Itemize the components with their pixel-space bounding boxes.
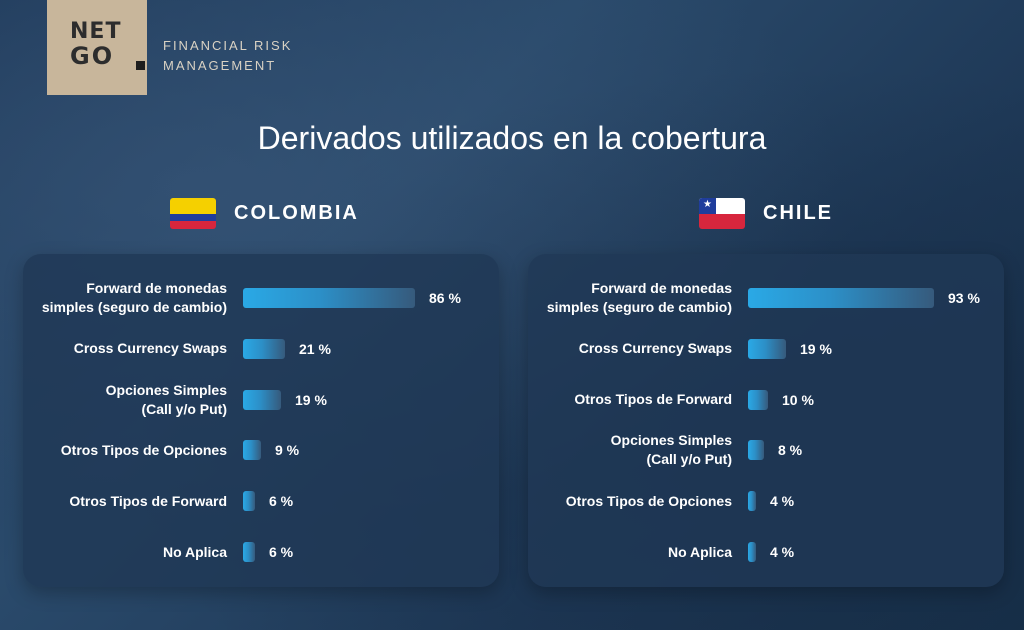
- bar-row: Forward de monedas simples (seguro de cam…: [528, 278, 1004, 318]
- data-label: 8 %: [778, 442, 803, 459]
- logo-line-go: GO: [70, 42, 115, 70]
- data-label: 19 %: [295, 391, 327, 408]
- category-label: Forward de monedas simples (seguro de cam…: [546, 280, 732, 315]
- bar-row: Cross Currency Swaps 19 %: [528, 329, 1004, 369]
- data-label: 9 %: [275, 442, 300, 459]
- bar: [748, 338, 786, 359]
- bar-row: No Aplica 4 %: [528, 532, 1004, 572]
- bar-row: Otros Tipos de Opciones 9 %: [23, 430, 499, 470]
- bar: [748, 440, 764, 461]
- bar-row: Forward de monedas simples (seguro de cam…: [23, 278, 499, 318]
- category-label: Cross Currency Swaps: [73, 340, 227, 357]
- category-label: Cross Currency Swaps: [578, 340, 732, 357]
- tagline-line2: MANAGEMENT: [163, 58, 277, 73]
- data-label: 10 %: [782, 391, 814, 408]
- country-name-colombia: COLOMBIA: [234, 202, 359, 224]
- bar-row: Otros Tipos de Forward 10 %: [528, 380, 1004, 420]
- data-label: 6 %: [269, 493, 294, 510]
- bar-row: Otros Tipos de Forward 6 %: [23, 481, 499, 521]
- tagline-line1: FINANCIAL RISK: [163, 38, 293, 53]
- netgo-logo: [47, 0, 147, 95]
- category-label: Otros Tipos de Opciones: [60, 441, 227, 458]
- country-header-chile: ★ CHILE: [699, 198, 833, 229]
- bar-row: No Aplica 6 %: [23, 532, 499, 572]
- data-label: 86 %: [429, 290, 461, 306]
- bar: [243, 288, 415, 308]
- bar: [748, 491, 756, 512]
- category-label: Opciones Simples (Call y/o Put): [610, 432, 732, 468]
- category-label: Otros Tipos de Forward: [574, 391, 732, 408]
- country-header-colombia: COLOMBIA: [170, 198, 359, 229]
- data-label: 19 %: [800, 340, 832, 357]
- data-label: 21 %: [299, 340, 331, 357]
- bar-row: Otros Tipos de Opciones 4 %: [528, 481, 1004, 521]
- country-name-chile: CHILE: [763, 202, 833, 224]
- company-tagline: FINANCIAL RISK MANAGEMENT: [163, 36, 292, 76]
- data-label: 93 %: [948, 290, 980, 306]
- category-label: Otros Tipos de Forward: [69, 492, 227, 509]
- bar: [243, 389, 281, 410]
- bar: [748, 542, 756, 562]
- data-label: 4 %: [770, 544, 795, 560]
- bar-row: Cross Currency Swaps 21 %: [23, 329, 499, 369]
- chart-panel-chile: Forward de monedas simples (seguro de cam…: [528, 254, 1004, 587]
- bar: [243, 491, 255, 512]
- category-label: No Aplica: [667, 543, 732, 560]
- colombia-flag-icon: [170, 198, 216, 229]
- data-label: 4 %: [770, 493, 795, 510]
- logo-dot-icon: [136, 61, 145, 70]
- category-label: Forward de monedas simples (seguro de cam…: [41, 280, 227, 315]
- logo-line-net: NET: [70, 19, 122, 44]
- bar: [243, 440, 261, 461]
- category-label: Opciones Simples (Call y/o Put): [105, 381, 227, 417]
- category-label: Otros Tipos de Opciones: [565, 492, 732, 509]
- bar: [748, 389, 768, 410]
- chart-panel-colombia: Forward de monedas simples (seguro de cam…: [23, 254, 499, 587]
- bar: [243, 338, 285, 359]
- bar: [243, 542, 255, 562]
- bar-row: Opciones Simples (Call y/o Put) 19 %: [23, 380, 499, 420]
- bar: [748, 288, 934, 308]
- bar-row: Opciones Simples (Call y/o Put) 8 %: [528, 430, 1004, 470]
- data-label: 6 %: [269, 544, 294, 560]
- page-title: Derivados utilizados en la cobertura: [257, 120, 767, 156]
- logo-wordmark: NET GO: [70, 19, 122, 70]
- chile-flag-icon: ★: [699, 198, 745, 229]
- category-label: No Aplica: [162, 543, 227, 560]
